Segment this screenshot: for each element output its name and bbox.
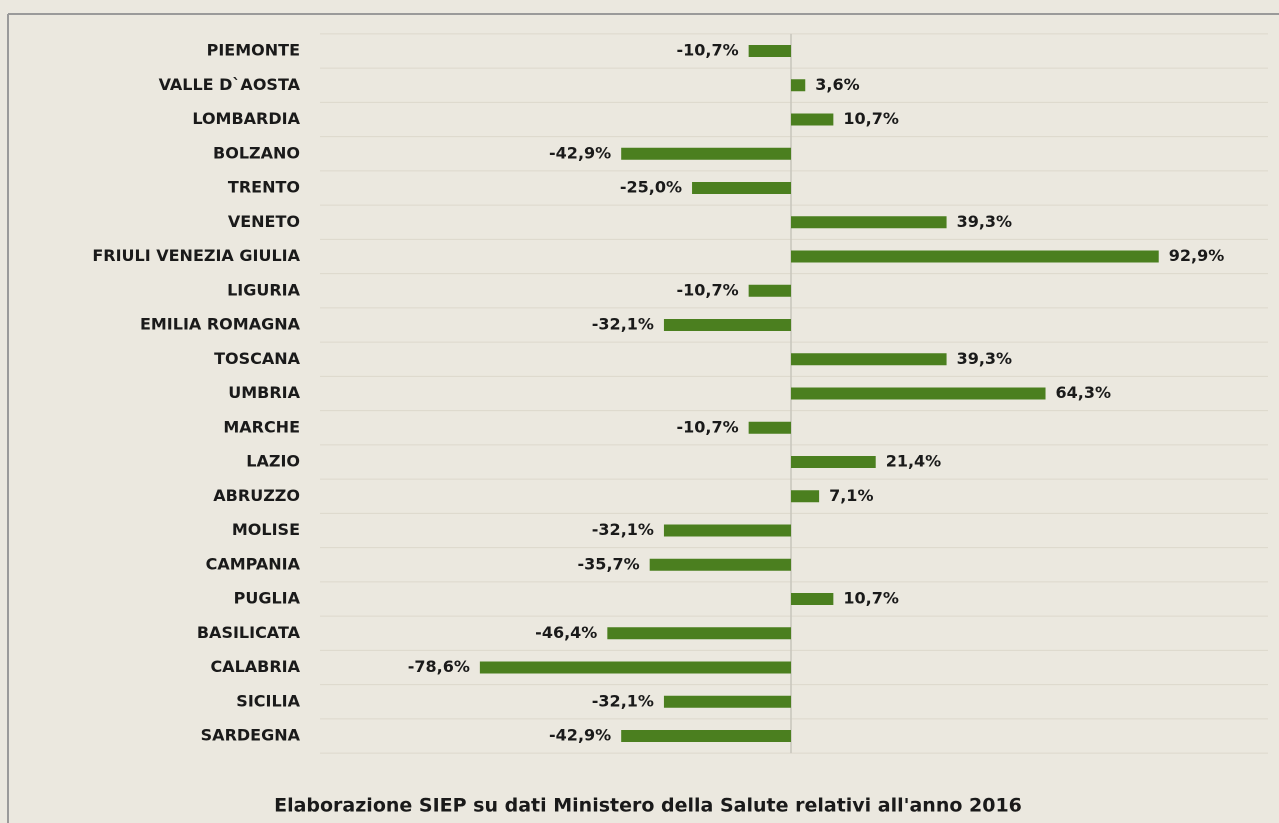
category-label: BASILICATA [197,623,301,642]
value-label: -32,1% [592,691,654,710]
bar [663,695,791,708]
category-label: VALLE D`AOSTA [159,75,301,94]
bar [663,319,791,331]
value-label: 39,3% [957,349,1013,368]
value-label: -10,7% [676,417,738,436]
bar [649,558,791,571]
category-label: LAZIO [246,452,300,471]
category-label: TOSCANA [214,349,301,368]
bar [748,45,791,57]
category-label: BOLZANO [213,143,300,162]
value-label: 21,4% [886,452,942,471]
value-label: -42,9% [549,726,611,745]
value-label: -35,7% [578,554,640,573]
category-label: TRENTO [228,178,300,197]
category-label: UMBRIA [228,383,300,402]
value-label: 3,6% [815,75,859,94]
source-note: Elaborazione SIEP su dati Ministero dell… [274,795,1022,817]
value-label: 92,9% [1169,246,1225,265]
category-label: MARCHE [223,417,300,436]
bar [791,113,834,126]
bar [607,627,791,640]
value-label: -78,6% [408,657,470,676]
category-label: PUGLIA [234,589,301,608]
value-label: -10,7% [676,41,738,60]
bar [748,284,791,297]
bar [748,421,791,434]
category-label: PIEMONTE [207,41,300,60]
category-label: CAMPANIA [206,554,301,573]
category-label: ABRUZZO [213,486,300,505]
bar [791,490,820,503]
value-label: -46,4% [535,623,597,642]
category-label: CALABRIA [210,657,300,676]
bar [663,524,791,537]
bar [791,387,1046,400]
bar [791,250,1159,263]
bar [621,147,791,160]
value-label: -32,1% [592,315,654,334]
category-label: SARDEGNA [201,726,301,745]
category-label: FRIULI VENEZIA GIULIA [92,246,300,265]
category-label: MOLISE [232,520,300,539]
category-label: LOMBARDIA [192,109,300,128]
bar [621,730,791,742]
value-label: -42,9% [549,143,611,162]
category-label: VENETO [228,212,300,231]
value-label: 7,1% [829,486,873,505]
value-label: -32,1% [592,520,654,539]
category-label: LIGURIA [227,280,301,299]
value-label: 10,7% [843,589,899,608]
value-label: 39,3% [957,212,1013,231]
bar [791,593,834,605]
bar [479,661,791,674]
value-label: 64,3% [1056,383,1112,402]
bar [791,353,947,366]
category-label: EMILIA ROMAGNA [140,315,301,334]
bar [791,456,876,468]
value-label: -25,0% [620,178,682,197]
bar [791,216,947,229]
bar [692,182,791,194]
bar [791,79,806,92]
category-label: SICILIA [236,691,300,710]
value-label: -10,7% [676,280,738,299]
value-label: 10,7% [843,109,899,128]
